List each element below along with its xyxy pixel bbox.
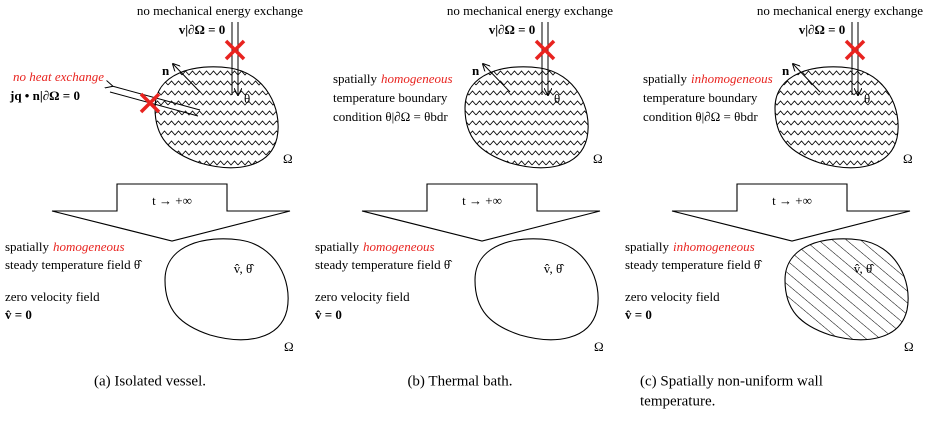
arrow-label: t → +∞: [152, 193, 192, 208]
arrow-label: t → +∞: [462, 193, 502, 208]
normal-arrow: [483, 64, 511, 93]
side-line: condition θ|∂Ω = θbdr: [643, 109, 758, 124]
omega-label: Ω: [903, 151, 913, 166]
domain: [774, 66, 899, 169]
emphasis: inhomogeneous: [691, 71, 773, 86]
red-cross: [224, 39, 246, 61]
text-line: spatially: [643, 71, 688, 86]
text-line: spatially: [625, 239, 670, 254]
bottom-line: steady temperature field θ̂: [5, 257, 143, 272]
text-line: spatially: [315, 239, 360, 254]
top-note: no mechanical energy exchange: [757, 3, 923, 18]
side-line: jq • n|∂Ω = 0: [9, 88, 80, 103]
normal-label: n: [472, 63, 480, 78]
caption: (b) Thermal bath.: [407, 373, 512, 389]
time-arrow: [51, 183, 291, 242]
omega-label: Ω: [594, 339, 604, 354]
caption: temperature.: [640, 393, 715, 409]
arrow-label: t → +∞: [772, 193, 812, 208]
top-condition: v|∂Ω = 0: [179, 22, 226, 37]
red-cross: [534, 39, 556, 61]
omega-label: Ω: [283, 151, 293, 166]
side-line: temperature boundary: [333, 90, 448, 105]
caption: (c) Spatially non-uniform wall: [640, 373, 823, 389]
velocity-line: v̂ = 0: [315, 307, 342, 322]
side-line: condition θ|∂Ω = θbdr: [333, 109, 448, 124]
side-note: no heat exchange: [13, 69, 104, 84]
red-cross: [139, 92, 161, 114]
normal-arrow: [173, 64, 201, 93]
velocity-line: v̂ = 0: [625, 307, 652, 322]
top-condition: v|∂Ω = 0: [489, 22, 536, 37]
bottom-line: steady temperature field θ̂: [625, 257, 763, 272]
top-condition: v|∂Ω = 0: [799, 22, 846, 37]
velocity-line: v̂ = 0: [5, 307, 32, 322]
final-domain: [164, 238, 289, 341]
top-note: no mechanical energy exchange: [447, 3, 613, 18]
interior-label: v̂, θ̂: [544, 261, 565, 276]
domain: [464, 66, 589, 169]
omega-label: Ω: [593, 151, 603, 166]
velocity-line: zero velocity field: [5, 289, 100, 304]
velocity-line: zero velocity field: [625, 289, 720, 304]
interior-label: v̂, θ̂: [854, 261, 875, 276]
domain: [154, 66, 279, 169]
side-line: temperature boundary: [643, 90, 758, 105]
emphasis: homogeneous: [53, 239, 125, 254]
time-arrow: [671, 183, 911, 242]
emphasis: inhomogeneous: [673, 239, 755, 254]
theta-label: θ: [244, 91, 250, 106]
time-arrow: [361, 183, 601, 242]
normal-label: n: [162, 63, 170, 78]
final-domain: [474, 238, 599, 341]
normal-label: n: [782, 63, 790, 78]
velocity-line: zero velocity field: [315, 289, 410, 304]
caption: (a) Isolated vessel.: [94, 373, 206, 389]
emphasis: homogeneous: [363, 239, 435, 254]
red-cross: [844, 39, 866, 61]
emphasis: homogeneous: [381, 71, 453, 86]
theta-label: θ: [864, 91, 870, 106]
normal-arrow: [793, 64, 821, 93]
text-line: spatially: [333, 71, 378, 86]
omega-label: Ω: [904, 339, 914, 354]
text-line: spatially: [5, 239, 50, 254]
theta-label: θ: [554, 91, 560, 106]
omega-label: Ω: [284, 339, 294, 354]
bottom-line: steady temperature field θ̂: [315, 257, 453, 272]
final-domain: [784, 238, 909, 341]
arrow: [109, 91, 199, 117]
top-note: no mechanical energy exchange: [137, 3, 303, 18]
interior-label: v̂, θ̂: [234, 261, 255, 276]
